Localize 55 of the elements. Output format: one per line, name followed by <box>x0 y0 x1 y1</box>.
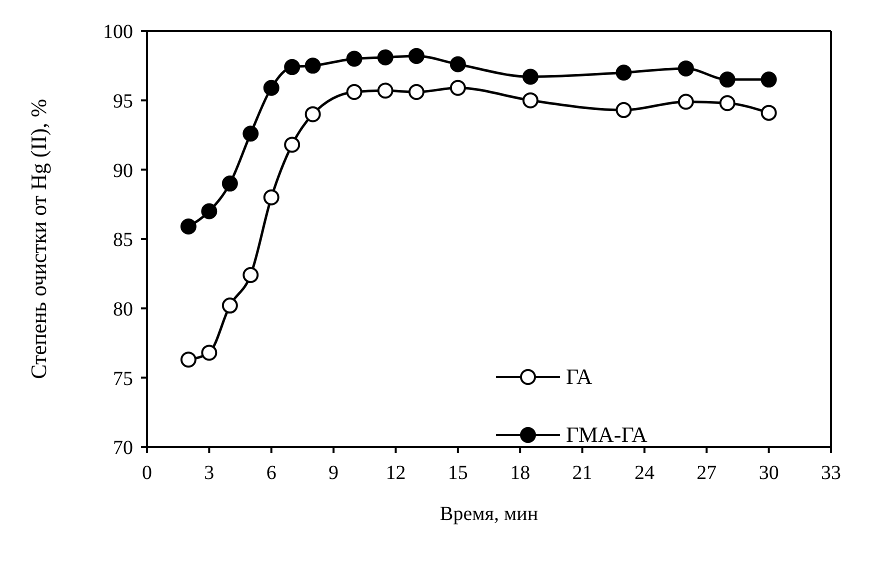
point <box>304 58 321 74</box>
x-tick-label: 0 <box>142 462 152 484</box>
x-tick-label: 24 <box>634 462 654 484</box>
point <box>760 72 777 88</box>
x-tick-label: 12 <box>386 462 406 484</box>
y-tick-label: 90 <box>113 160 133 182</box>
point <box>678 94 694 110</box>
point <box>222 298 238 314</box>
point <box>616 64 632 81</box>
legend-label: ГА <box>566 364 592 390</box>
x-tick-label: 21 <box>572 462 592 484</box>
point <box>263 189 280 206</box>
point <box>346 84 362 100</box>
point <box>450 56 466 72</box>
y-tick-label: 70 <box>113 437 133 460</box>
x-tick-label: 30 <box>758 462 779 484</box>
point <box>284 59 300 76</box>
point <box>242 126 259 142</box>
point <box>222 176 238 192</box>
point <box>760 104 777 121</box>
point <box>180 352 196 368</box>
y-tick-label: 80 <box>113 298 133 320</box>
point <box>450 80 466 96</box>
x-tick-label: 15 <box>448 462 468 484</box>
x-tick-label: 9 <box>328 462 339 484</box>
point <box>284 136 300 153</box>
point <box>522 92 538 108</box>
point <box>263 80 280 96</box>
y-tick-label: 95 <box>113 90 133 112</box>
x-axis-title: Время, мин <box>440 503 538 525</box>
point <box>377 49 394 66</box>
y-tick-label: 75 <box>113 368 133 390</box>
point <box>408 84 424 100</box>
y-axis-title: Степень очистки от Hg (II), % <box>26 98 51 380</box>
point <box>242 267 259 284</box>
point <box>678 60 694 76</box>
point <box>346 50 362 67</box>
x-tick-label: 3 <box>204 462 214 484</box>
point <box>377 82 394 99</box>
point <box>408 48 424 64</box>
x-tick-label: 6 <box>266 462 276 484</box>
point <box>719 95 736 112</box>
x-tick-label: 18 <box>510 462 530 484</box>
point <box>616 102 632 118</box>
point <box>201 203 218 220</box>
point <box>304 106 321 122</box>
y-tick-label: 100 <box>103 21 133 44</box>
point <box>201 344 218 361</box>
point <box>522 68 538 85</box>
x-tick-label: 27 <box>696 462 717 484</box>
x-tick-label: 33 <box>821 462 841 484</box>
point <box>719 72 736 88</box>
legend-label: ГМА-ГА <box>566 422 648 448</box>
point <box>180 218 196 235</box>
y-tick-label: 85 <box>113 229 133 252</box>
